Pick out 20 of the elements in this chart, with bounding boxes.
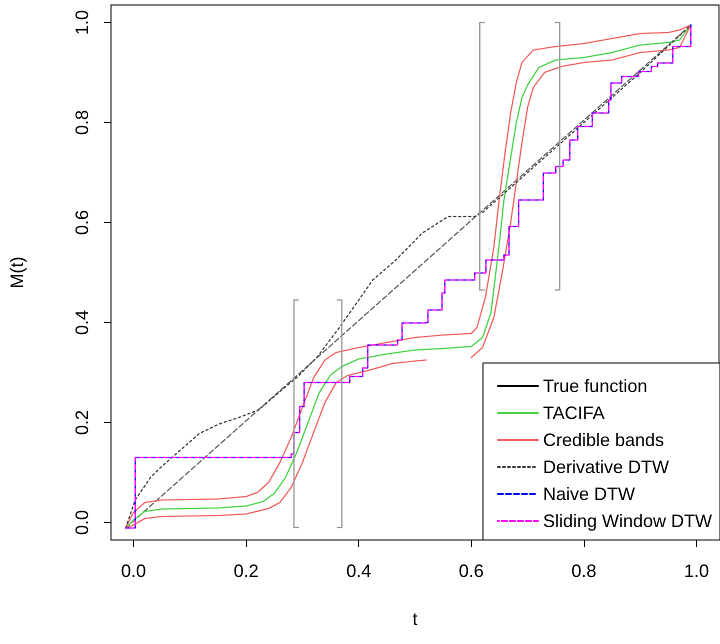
y-tick-label: 0.8 bbox=[72, 110, 92, 136]
y-tick-label: 0.0 bbox=[72, 510, 92, 536]
legend-label: Derivative DTW bbox=[542, 457, 669, 477]
y-axis-title: M(t) bbox=[7, 256, 27, 288]
legend-label: TACIFA bbox=[542, 403, 605, 423]
legend-label: Naive DTW bbox=[542, 484, 635, 504]
x-tick-label: 0.8 bbox=[571, 561, 596, 581]
x-tick-label: 0.0 bbox=[121, 561, 146, 581]
y-tick-label: 0.4 bbox=[72, 310, 92, 336]
x-tick-label: 1.0 bbox=[684, 561, 709, 581]
x-tick-label: 0.2 bbox=[234, 561, 259, 581]
y-tick-label: 0.2 bbox=[72, 410, 92, 436]
y-tick-label: 0.6 bbox=[72, 210, 92, 236]
x-tick-label: 0.4 bbox=[346, 561, 372, 581]
x-tick-label: 0.6 bbox=[458, 561, 484, 581]
y-tick-label: 1.0 bbox=[72, 10, 92, 36]
legend-label: Credible bands bbox=[542, 430, 664, 450]
legend-label: Sliding Window DTW bbox=[542, 511, 712, 531]
legend-label: True function bbox=[542, 376, 648, 396]
x-axis-title: t bbox=[412, 609, 418, 629]
